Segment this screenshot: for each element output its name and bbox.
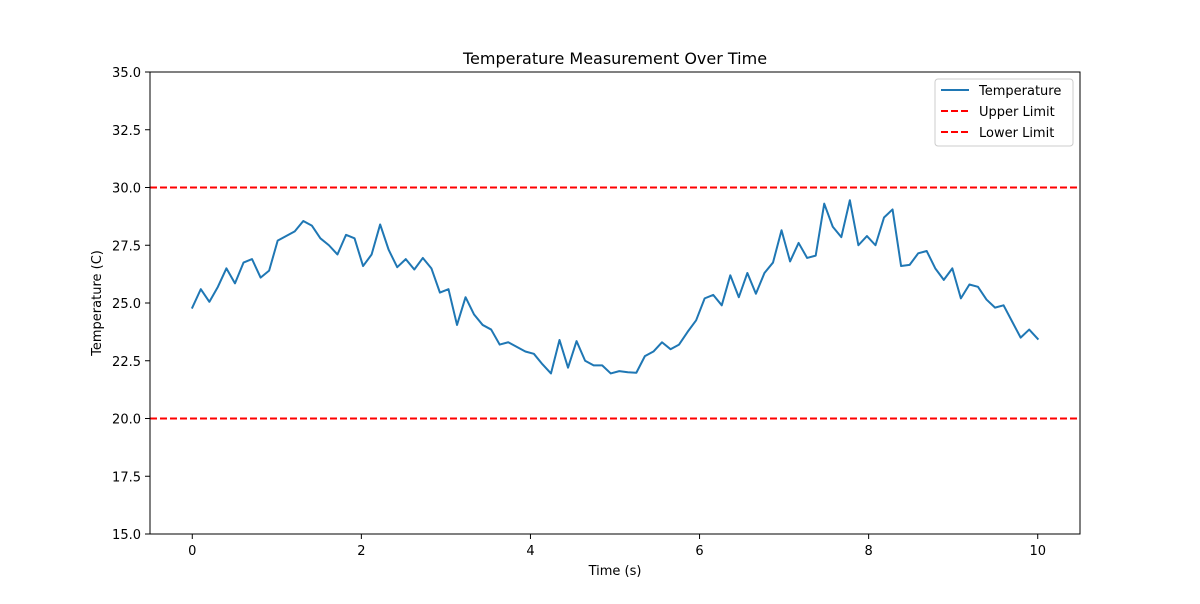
x-tick-label: 0 bbox=[188, 544, 196, 559]
y-tick-label: 27.5 bbox=[112, 239, 141, 254]
legend-label-temperature: Temperature bbox=[978, 84, 1061, 99]
y-tick-label: 20.0 bbox=[112, 413, 141, 428]
x-axis-label: Time (s) bbox=[588, 564, 642, 579]
series-layer bbox=[150, 186, 1080, 420]
series-line-temperature bbox=[190, 199, 1040, 375]
y-tick-label: 32.5 bbox=[112, 124, 141, 139]
x-axis-ticks: 0 2 4 6 8 10 bbox=[188, 534, 1046, 559]
y-tick-label: 22.5 bbox=[112, 355, 141, 370]
legend-box bbox=[934, 78, 1074, 147]
y-tick-label: 25.0 bbox=[112, 297, 141, 312]
y-tick-label: 15.0 bbox=[112, 528, 141, 543]
y-axis-ticks: 15.0 17.5 20.0 22.5 25.0 27.5 30.0 32.5 35.0 bbox=[112, 66, 150, 543]
x-tick-label: 6 bbox=[695, 544, 703, 559]
x-tick-label: 8 bbox=[864, 544, 872, 559]
y-tick-label: 17.5 bbox=[112, 470, 141, 485]
plot-area bbox=[150, 72, 1080, 534]
plot-frame bbox=[149, 71, 1081, 535]
y-tick-label: 30.0 bbox=[112, 182, 141, 197]
x-tick-label: 10 bbox=[1029, 544, 1046, 559]
legend-label-upper-limit: Upper Limit bbox=[979, 105, 1055, 120]
x-tick-label: 2 bbox=[357, 544, 365, 559]
y-tick-label: 35.0 bbox=[112, 66, 141, 81]
x-tick-label: 4 bbox=[526, 544, 534, 559]
chart-title: Temperature Measurement Over Time bbox=[462, 49, 767, 68]
legend-label-lower-limit: Lower Limit bbox=[979, 126, 1054, 141]
legend: Temperature Upper Limit Lower Limit bbox=[934, 78, 1074, 147]
y-axis-label: Temperature (C) bbox=[90, 250, 105, 357]
